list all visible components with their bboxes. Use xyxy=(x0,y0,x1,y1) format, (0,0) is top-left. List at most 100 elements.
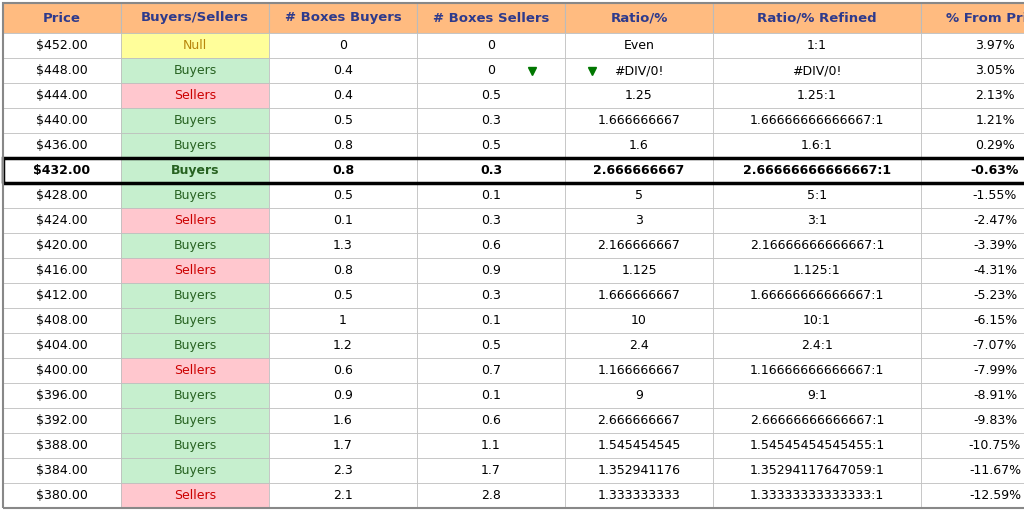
Text: -0.63%: -0.63% xyxy=(971,164,1019,177)
Text: 1.666666667: 1.666666667 xyxy=(598,114,680,127)
Text: 0.4: 0.4 xyxy=(333,89,353,102)
Bar xyxy=(417,383,565,408)
Text: $440.00: $440.00 xyxy=(36,114,88,127)
Bar xyxy=(3,33,121,58)
Bar xyxy=(713,458,921,483)
Text: 5: 5 xyxy=(635,189,643,202)
Text: 0.29%: 0.29% xyxy=(975,139,1015,152)
Bar xyxy=(921,433,1024,458)
Bar xyxy=(121,158,269,183)
Bar xyxy=(713,333,921,358)
Bar xyxy=(713,433,921,458)
Text: 0.8: 0.8 xyxy=(333,139,353,152)
Text: 1.7: 1.7 xyxy=(481,464,501,477)
Bar xyxy=(121,233,269,258)
Bar xyxy=(921,483,1024,508)
Text: 1.352941176: 1.352941176 xyxy=(597,464,681,477)
Text: 1:1: 1:1 xyxy=(807,39,827,52)
Bar xyxy=(417,83,565,108)
Bar xyxy=(565,58,713,83)
Bar xyxy=(121,33,269,58)
Text: 0.4: 0.4 xyxy=(333,64,353,77)
Text: $448.00: $448.00 xyxy=(36,64,88,77)
Text: -7.07%: -7.07% xyxy=(973,339,1017,352)
Bar xyxy=(565,258,713,283)
Bar xyxy=(921,358,1024,383)
Bar xyxy=(565,233,713,258)
Bar xyxy=(565,208,713,233)
Text: $400.00: $400.00 xyxy=(36,364,88,377)
Text: -6.15%: -6.15% xyxy=(973,314,1017,327)
Bar xyxy=(713,58,921,83)
Text: 2.666666667: 2.666666667 xyxy=(598,414,680,427)
Bar xyxy=(269,108,417,133)
Text: 2.8: 2.8 xyxy=(481,489,501,502)
Text: 0.5: 0.5 xyxy=(481,139,501,152)
Bar xyxy=(269,433,417,458)
Text: Ratio/% Refined: Ratio/% Refined xyxy=(757,11,877,24)
Text: 1.35294117647059:1: 1.35294117647059:1 xyxy=(750,464,885,477)
Text: 0.8: 0.8 xyxy=(333,264,353,277)
Bar xyxy=(417,183,565,208)
Text: 0.3: 0.3 xyxy=(481,114,501,127)
Bar xyxy=(121,183,269,208)
Bar xyxy=(417,258,565,283)
Bar xyxy=(3,258,121,283)
Text: Buyers: Buyers xyxy=(173,114,217,127)
Text: $396.00: $396.00 xyxy=(36,389,88,402)
Bar xyxy=(921,183,1024,208)
Text: 1.1: 1.1 xyxy=(481,439,501,452)
Bar xyxy=(713,108,921,133)
Text: Sellers: Sellers xyxy=(174,89,216,102)
Text: 1.33333333333333:1: 1.33333333333333:1 xyxy=(750,489,884,502)
Bar xyxy=(417,108,565,133)
Text: 9: 9 xyxy=(635,389,643,402)
Bar xyxy=(417,458,565,483)
Bar xyxy=(565,483,713,508)
Text: 3:1: 3:1 xyxy=(807,214,827,227)
Bar xyxy=(713,283,921,308)
Bar xyxy=(3,158,121,183)
Text: Buyers: Buyers xyxy=(173,314,217,327)
Bar xyxy=(269,408,417,433)
Bar xyxy=(3,383,121,408)
Text: 0.5: 0.5 xyxy=(481,89,501,102)
Bar xyxy=(713,3,921,33)
Text: Buyers: Buyers xyxy=(173,64,217,77)
Text: #DIV/0!: #DIV/0! xyxy=(614,64,664,77)
Bar xyxy=(713,133,921,158)
Text: 9:1: 9:1 xyxy=(807,389,827,402)
Text: $452.00: $452.00 xyxy=(36,39,88,52)
Text: $412.00: $412.00 xyxy=(36,289,88,302)
Text: 0.5: 0.5 xyxy=(333,189,353,202)
Bar xyxy=(3,358,121,383)
Text: Buyers/Sellers: Buyers/Sellers xyxy=(141,11,249,24)
Text: 1.125:1: 1.125:1 xyxy=(794,264,841,277)
Text: 1.16666666666667:1: 1.16666666666667:1 xyxy=(750,364,884,377)
Bar xyxy=(565,408,713,433)
Bar xyxy=(269,483,417,508)
Text: 1.6: 1.6 xyxy=(629,139,649,152)
Bar xyxy=(269,33,417,58)
Text: 1.545454545: 1.545454545 xyxy=(597,439,681,452)
Bar xyxy=(3,3,121,33)
Text: 1.66666666666667:1: 1.66666666666667:1 xyxy=(750,289,884,302)
Bar xyxy=(269,3,417,33)
Bar xyxy=(269,83,417,108)
Bar xyxy=(269,183,417,208)
Bar xyxy=(921,208,1024,233)
Bar xyxy=(417,308,565,333)
Bar xyxy=(269,458,417,483)
Bar xyxy=(3,308,121,333)
Bar xyxy=(121,433,269,458)
Text: 0.3: 0.3 xyxy=(480,164,502,177)
Bar xyxy=(417,483,565,508)
Bar xyxy=(921,83,1024,108)
Bar xyxy=(713,183,921,208)
Bar xyxy=(565,133,713,158)
Text: 2.66666666666667:1: 2.66666666666667:1 xyxy=(743,164,891,177)
Bar xyxy=(417,283,565,308)
Bar xyxy=(565,383,713,408)
Text: 1.7: 1.7 xyxy=(333,439,353,452)
Text: Buyers: Buyers xyxy=(173,139,217,152)
